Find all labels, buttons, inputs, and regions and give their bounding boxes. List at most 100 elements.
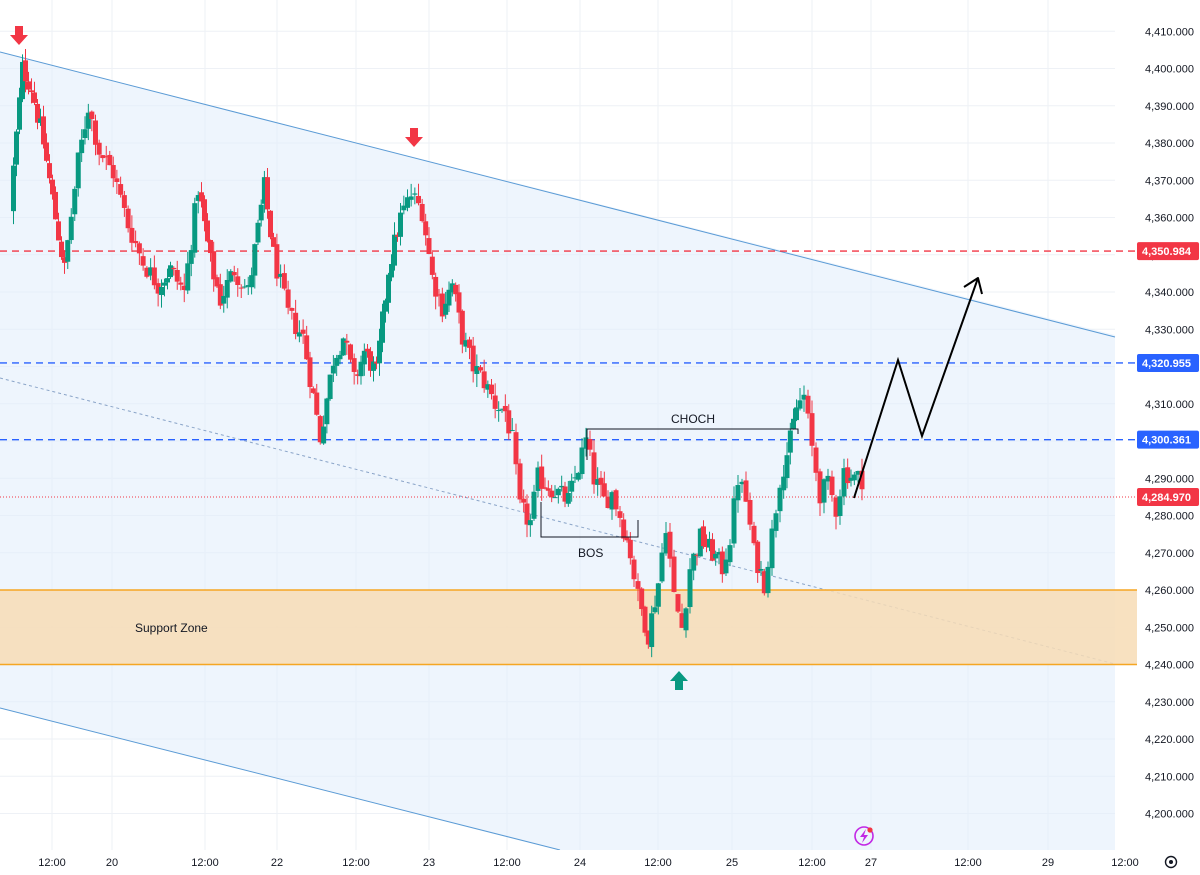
- candle[interactable]: [671, 549, 677, 593]
- candle[interactable]: [848, 469, 854, 487]
- candle[interactable]: [238, 284, 244, 298]
- candle[interactable]: [271, 232, 276, 247]
- candle[interactable]: [579, 438, 585, 479]
- candle[interactable]: [655, 582, 661, 615]
- candle[interactable]: [817, 468, 823, 516]
- candle[interactable]: [211, 241, 217, 292]
- candle[interactable]: [659, 543, 665, 584]
- candle[interactable]: [289, 307, 295, 320]
- candle[interactable]: [56, 212, 61, 241]
- candle[interactable]: [833, 494, 839, 530]
- candle[interactable]: [242, 278, 248, 289]
- candle[interactable]: [217, 273, 223, 310]
- candle[interactable]: [133, 230, 139, 248]
- candle[interactable]: [192, 197, 198, 258]
- candle[interactable]: [35, 99, 40, 130]
- candle[interactable]: [314, 383, 320, 416]
- candle[interactable]: [821, 478, 827, 514]
- candle[interactable]: [813, 442, 819, 482]
- candle[interactable]: [751, 521, 757, 546]
- candle[interactable]: [389, 254, 394, 282]
- candle[interactable]: [278, 264, 284, 288]
- candle[interactable]: [443, 291, 449, 319]
- candle[interactable]: [727, 539, 733, 567]
- candle[interactable]: [368, 347, 373, 377]
- candle[interactable]: [118, 176, 124, 198]
- candle[interactable]: [107, 150, 113, 166]
- candle[interactable]: [436, 289, 442, 307]
- candle[interactable]: [583, 427, 589, 457]
- candle[interactable]: [44, 133, 49, 163]
- candle[interactable]: [26, 71, 31, 95]
- candle[interactable]: [214, 274, 220, 289]
- candle[interactable]: [221, 285, 227, 313]
- candle[interactable]: [649, 605, 655, 658]
- candle[interactable]: [446, 281, 452, 312]
- candle[interactable]: [155, 278, 161, 307]
- candle[interactable]: [524, 494, 530, 538]
- candle[interactable]: [801, 385, 807, 412]
- candle[interactable]: [701, 520, 706, 549]
- candle[interactable]: [300, 319, 306, 344]
- candle[interactable]: [59, 236, 64, 260]
- candle[interactable]: [710, 533, 715, 562]
- candle[interactable]: [539, 454, 545, 501]
- candle[interactable]: [552, 485, 558, 499]
- candle[interactable]: [419, 198, 425, 223]
- candle[interactable]: [517, 458, 523, 504]
- candle[interactable]: [542, 477, 548, 490]
- candle[interactable]: [327, 374, 333, 401]
- candle[interactable]: [96, 139, 102, 166]
- candle[interactable]: [731, 486, 737, 548]
- candle[interactable]: [521, 489, 527, 513]
- candle[interactable]: [293, 299, 299, 340]
- candle[interactable]: [205, 213, 210, 243]
- candle[interactable]: [697, 527, 703, 557]
- candle[interactable]: [613, 488, 619, 517]
- candle[interactable]: [75, 152, 81, 197]
- candle[interactable]: [645, 630, 651, 649]
- candle[interactable]: [704, 534, 709, 553]
- candle[interactable]: [377, 328, 382, 376]
- candle[interactable]: [545, 480, 551, 497]
- candle[interactable]: [784, 442, 790, 489]
- candle[interactable]: [499, 408, 505, 413]
- candle[interactable]: [383, 298, 388, 323]
- candle[interactable]: [23, 48, 28, 93]
- candle[interactable]: [144, 266, 150, 279]
- candle[interactable]: [334, 354, 340, 376]
- candle[interactable]: [439, 287, 445, 323]
- candle[interactable]: [449, 279, 455, 297]
- candle[interactable]: [296, 320, 302, 343]
- candle[interactable]: [386, 272, 391, 314]
- candle[interactable]: [47, 154, 52, 184]
- candle[interactable]: [639, 587, 645, 616]
- candle[interactable]: [307, 351, 313, 399]
- candle[interactable]: [791, 408, 796, 430]
- candle[interactable]: [559, 475, 565, 492]
- candle[interactable]: [185, 251, 191, 295]
- candle[interactable]: [68, 208, 74, 244]
- candle[interactable]: [245, 276, 251, 295]
- candle[interactable]: [358, 355, 364, 385]
- candle[interactable]: [162, 278, 167, 297]
- candle[interactable]: [224, 269, 230, 309]
- candle[interactable]: [492, 383, 498, 419]
- candle[interactable]: [794, 399, 799, 422]
- candle[interactable]: [50, 174, 55, 200]
- candle[interactable]: [675, 593, 681, 613]
- candle[interactable]: [474, 354, 480, 388]
- gear-icon[interactable]: [1164, 855, 1178, 869]
- candle[interactable]: [723, 548, 729, 576]
- candle[interactable]: [121, 190, 127, 217]
- candle[interactable]: [825, 468, 831, 490]
- candle[interactable]: [489, 378, 494, 400]
- candle[interactable]: [859, 458, 865, 501]
- candle[interactable]: [188, 244, 194, 277]
- candle[interactable]: [140, 248, 146, 271]
- candle[interactable]: [408, 183, 414, 207]
- candle[interactable]: [249, 267, 255, 295]
- candle[interactable]: [265, 167, 270, 219]
- candle[interactable]: [351, 353, 357, 385]
- candle[interactable]: [485, 380, 491, 398]
